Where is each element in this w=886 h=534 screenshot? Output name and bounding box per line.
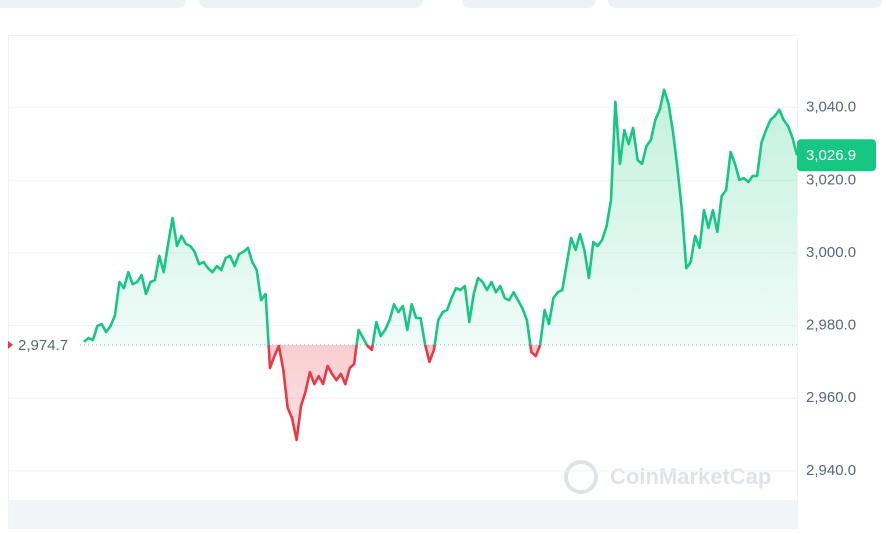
tab[interactable] (462, 0, 596, 8)
y-tick-label: 3,020.0 (806, 171, 856, 188)
y-tick-label: 2,980.0 (806, 317, 856, 334)
baseline-marker (8, 340, 13, 349)
y-tick-label: 3,000.0 (806, 244, 856, 261)
price-line (83, 88, 799, 442)
y-tick-label: 2,960.0 (806, 389, 856, 406)
tab[interactable] (608, 0, 882, 8)
watermark: CoinMarketCap (564, 460, 771, 494)
tab[interactable] (199, 0, 423, 8)
y-tick-label: 3,040.0 (806, 99, 856, 116)
price-area (84, 89, 797, 441)
y-tick-label: 2,940.0 (806, 462, 856, 479)
watermark-text: CoinMarketCap (610, 464, 771, 489)
baseline-label-bg (16, 334, 80, 355)
plot-frame (8, 35, 798, 534)
tab[interactable] (0, 0, 186, 8)
price-tag-label: 3,026.9 (806, 147, 856, 164)
price-tag (797, 139, 876, 172)
volume-strip (8, 500, 797, 529)
baseline-label: 2,974.7 (18, 337, 68, 354)
